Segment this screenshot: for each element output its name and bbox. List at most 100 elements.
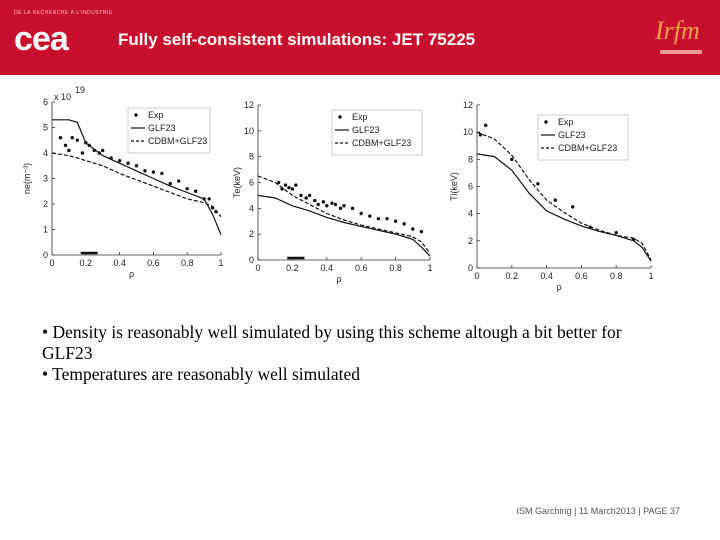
y-axis-label: Te(keV) — [232, 167, 242, 198]
y-tick-label: 2 — [468, 236, 473, 246]
data-point — [168, 181, 172, 186]
x-tick-label: 0 — [255, 263, 260, 273]
series-cdbm-glf23-line — [476, 131, 652, 261]
y-tick-label: 6 — [468, 182, 473, 192]
data-point — [67, 148, 71, 153]
series-exp-points — [478, 123, 636, 242]
data-point — [134, 164, 139, 168]
x-axis-label: ρ — [129, 269, 134, 279]
x-tick-label: 0.6 — [147, 258, 160, 268]
footer-event: ISM Garching | 11 March2013 | — [516, 506, 641, 516]
y-tick-label: 12 — [463, 100, 473, 110]
x-tick-label: 0 — [474, 271, 479, 281]
x-tick-label: 0.4 — [540, 271, 553, 281]
x-tick-label: 0 — [49, 258, 54, 268]
x-tick-label: 0.2 — [286, 263, 299, 273]
data-point — [338, 206, 343, 211]
data-point — [419, 229, 424, 234]
cea-tagline: DE LA RECHERCHE À L'INDUSTRIE — [14, 10, 113, 16]
y-tick-label: 6 — [249, 178, 254, 188]
y-tick-label: 0 — [43, 250, 48, 260]
legend-entry: CDBM+GLF23 — [148, 136, 207, 146]
legend-entry: GLF23 — [148, 123, 176, 133]
bullet-list: • Density is reasonably well simulated b… — [42, 322, 662, 385]
footer: ISM Garching | 11 March2013 | PAGE 37 — [517, 506, 680, 516]
density-plot: 0 1 2 3 4 5 6 0 0.2 0.4 0.6 0.8 1 ρ ne(m⁻³) x 10 19 Exp GL… — [22, 85, 224, 279]
data-point — [411, 227, 415, 231]
data-point — [287, 185, 291, 190]
legend-box — [537, 114, 629, 161]
y-tick-label: 1 — [43, 225, 48, 235]
y-tick-label: 0 — [468, 263, 473, 273]
data-point — [294, 183, 298, 187]
legend-entry: Exp — [558, 117, 574, 127]
data-point — [333, 202, 338, 207]
data-point — [63, 143, 68, 148]
y-tick-label: 12 — [244, 100, 254, 110]
footer-page: PAGE 37 — [643, 506, 680, 516]
data-point — [70, 136, 74, 140]
series-cdbm-glf23-line — [51, 152, 222, 218]
data-point — [151, 170, 156, 174]
data-point — [58, 136, 63, 140]
legend-entry: GLF23 — [558, 130, 586, 140]
data-point — [276, 180, 281, 185]
data-point — [177, 179, 181, 183]
data-point — [316, 202, 320, 207]
legend-entry: CDBM+GLF23 — [558, 143, 617, 153]
data-point — [185, 187, 189, 191]
y-tick-label: 6 — [43, 97, 48, 107]
y-axis-label: ne(m⁻³) — [22, 163, 32, 194]
y-tick-label: 10 — [463, 127, 473, 137]
y-tick-label: 4 — [249, 203, 254, 213]
data-point — [478, 133, 483, 137]
series-glf23-line — [257, 194, 431, 257]
ion-temperature-plot: 0 2 4 6 8 10 12 0 0.2 0.4 0.6 0.8 1 ρ Ti(keV) Exp GLF23 C… — [449, 100, 654, 292]
data-point — [553, 198, 557, 202]
x-tick-label: 0.4 — [321, 263, 334, 273]
data-point — [75, 138, 80, 142]
y-tick-label: 4 — [468, 209, 473, 219]
y-tick-label: 8 — [249, 152, 254, 162]
bullet-density: • Density is reasonably well simulated b… — [42, 322, 622, 363]
data-point — [368, 214, 372, 218]
data-point — [325, 204, 329, 208]
x-tick-label: 0.8 — [181, 258, 194, 268]
series-cdbm-glf23-line — [257, 175, 431, 254]
x-tick-label: 0.2 — [80, 258, 93, 268]
y-multiplier-label: x 10 — [54, 92, 71, 102]
data-point — [393, 219, 398, 223]
y-axis-label: Ti(keV) — [449, 172, 459, 201]
electron-temperature-plot: 0 2 4 6 8 10 12 0 0.2 0.4 0.6 0.8 1 ρ Te(keV) Exp GLF23 C… — [232, 100, 433, 284]
x-tick-label: 0.4 — [113, 258, 126, 268]
y-tick-label: 3 — [43, 174, 48, 184]
data-point — [484, 123, 488, 128]
data-point — [101, 148, 105, 153]
legend-box — [331, 109, 423, 156]
legend-dot-icon — [338, 115, 342, 119]
data-point — [207, 197, 211, 201]
x-tick-label: 1 — [648, 271, 653, 281]
data-point — [193, 189, 198, 193]
x-tick-label: 0.6 — [355, 263, 368, 273]
cea-logo: cea — [14, 20, 69, 58]
header-bar: DE LA RECHERCHE À L'INDUSTRIE cea Fully … — [0, 0, 720, 75]
data-point — [402, 222, 406, 226]
data-point — [117, 158, 122, 163]
y-tick-label: 4 — [43, 148, 48, 158]
x-tick-label: 1 — [218, 258, 223, 268]
data-point — [614, 230, 618, 235]
slide-title: Fully self-consistent simulations: JET 7… — [118, 30, 476, 49]
data-point — [313, 198, 317, 203]
data-point — [321, 200, 326, 204]
legend-entry: GLF23 — [352, 125, 380, 135]
data-point — [359, 211, 363, 216]
data-point — [304, 196, 308, 200]
data-point — [536, 182, 540, 186]
data-point — [571, 205, 575, 209]
data-point — [350, 206, 355, 211]
series-exp-points — [276, 180, 424, 234]
x-axis-label: ρ — [336, 274, 341, 284]
x-tick-label: 0.6 — [575, 271, 588, 281]
irfm-logo: Irfm — [655, 16, 700, 45]
